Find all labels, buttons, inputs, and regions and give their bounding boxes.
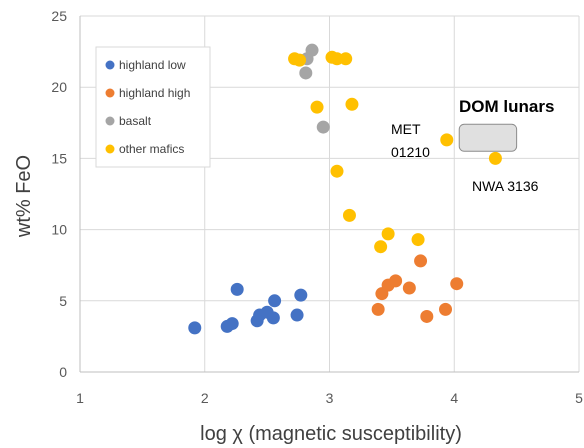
point-other-mafics [374,240,388,254]
legend-label-basalt: basalt [119,114,152,128]
point-other-mafics [342,208,356,222]
point-basalt [305,43,319,57]
point-highland-low [266,311,280,325]
point-highland-high [402,281,416,295]
annotation-nwa: NWA 3136 [472,178,539,194]
y-axis-title: wt% FeO [13,155,35,238]
legend: highland low highland high basalt other maf… [95,46,211,168]
y-tick-label: 25 [51,8,67,24]
point-highland-low [188,321,202,335]
point-highland-high [371,302,385,316]
legend-marker-highland-low [105,60,115,70]
point-highland-high [439,302,453,316]
x-tick-label: 5 [575,390,583,406]
legend-marker-other-mafics [105,144,115,154]
x-tick-label: 3 [326,390,334,406]
point-basalt [316,120,330,134]
annotation-met-line1: MET [391,121,421,137]
x-tick-label: 2 [201,390,209,406]
point-highland-low [294,288,308,302]
point-basalt [299,66,313,80]
y-tick-label: 10 [51,222,67,238]
y-tick-label: 15 [51,150,67,166]
y-tick-label: 20 [51,79,67,95]
legend-label-other-mafics: other mafics [119,142,184,156]
dom-region [458,123,518,152]
legend-box [95,46,211,168]
point-highland-high [389,274,403,288]
point-highland-low [268,294,282,308]
x-tick-label: 4 [450,390,458,406]
point-highland-high [450,277,464,291]
axes [79,16,579,373]
point-highland-low [225,317,239,331]
point-other-mafics [488,151,502,165]
point-highland-high [420,309,434,323]
point-other-mafics [345,97,359,111]
point-other-mafics [310,100,324,114]
y-tick-label: 5 [59,293,67,309]
legend-marker-highland-high [105,88,115,98]
annotation-met-line2: 01210 [391,144,430,160]
data-points [188,43,502,335]
point-highland-high [414,254,428,268]
y-tick-label: 0 [59,364,67,380]
annotation-dom-lunars: DOM lunars [459,97,554,116]
point-highland-low [230,282,244,296]
dom-lunars-region [458,123,518,152]
x-axis-title: log χ (magnetic susceptibility) [200,423,462,445]
point-other-mafics [411,233,425,247]
legend-label-highland-high: highland high [119,86,190,100]
point-other-mafics [440,133,454,147]
tick-labels: 0 5 10 15 20 25 1 2 3 4 5 [51,8,583,406]
point-other-mafics [339,52,353,66]
point-other-mafics [330,164,344,178]
point-highland-low [290,308,304,322]
annotations: MET 01210 NWA 3136 DOM lunars [391,97,554,194]
point-other-mafics [293,53,307,67]
legend-marker-basalt [105,116,115,126]
point-other-mafics [381,227,395,241]
legend-label-highland-low: highland low [119,58,186,72]
x-tick-label: 1 [76,390,84,406]
